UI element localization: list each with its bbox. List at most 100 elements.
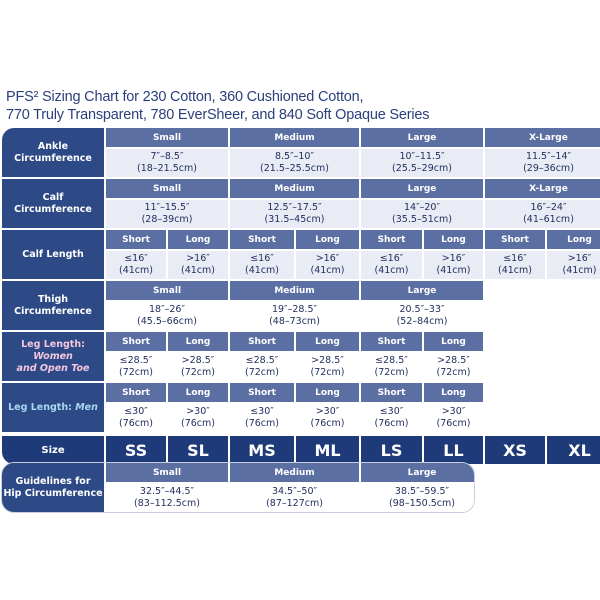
measurement-cell: 7″–8.5″ (18–21.5cm): [106, 149, 228, 177]
measurement-cell: ≤28.5″ (72cm): [230, 353, 294, 381]
measurement-line: (72cm): [119, 367, 153, 378]
size-header: Long: [547, 230, 600, 249]
measurement-line: (45.5–66cm): [137, 316, 197, 327]
measurement-cell: 8.5″–10″ (21.5–25.5cm): [230, 149, 359, 177]
size-header: Small: [106, 281, 228, 300]
size-header: Short: [106, 332, 166, 351]
label-line: Calf: [42, 191, 64, 203]
measurement-line: >16″: [186, 253, 210, 264]
measurement-cell: ≤28.5″ (72cm): [106, 353, 166, 381]
size-header: Large: [361, 128, 483, 147]
measurement-line: ≤16″: [250, 253, 274, 264]
size-code: LL: [424, 436, 483, 464]
measurement-line: (76cm): [310, 418, 345, 429]
measurement-line: (48–73cm): [269, 316, 320, 327]
measurement-line: >28.5″: [181, 355, 215, 366]
size-header: Large: [361, 179, 483, 198]
measurement-line: (72cm): [245, 367, 279, 378]
size-header: Long: [168, 332, 228, 351]
measurement-line: ≤16″: [503, 253, 527, 264]
measurement-cell: ≤16″ (41cm): [106, 251, 166, 279]
measurement-line: (18–21.5cm): [137, 163, 197, 174]
measurement-line: (87–127cm): [266, 498, 323, 509]
measurement-line: >30″: [186, 406, 210, 417]
measurement-cell: >16″ (41cm): [547, 251, 600, 279]
measurement-cell: >28.5″ (72cm): [296, 353, 359, 381]
measurement-line: 8.5″–10″: [274, 151, 315, 162]
measurement-line: (72cm): [181, 367, 215, 378]
measurement-cell: >30″ (76cm): [424, 404, 483, 432]
size-header: Long: [424, 383, 483, 402]
size-header: Long: [296, 230, 359, 249]
size-header: Long: [168, 230, 228, 249]
measurement-line: 16″–24″: [530, 202, 567, 213]
measurement-cell: >30″ (76cm): [168, 404, 228, 432]
measurement-line: (76cm): [374, 418, 409, 429]
measurement-line: (28–39cm): [141, 214, 193, 225]
measurement-line: (83–112.5cm): [134, 498, 200, 509]
measurement-line: (21.5–25.5cm): [260, 163, 329, 174]
size-header: Long: [424, 230, 483, 249]
measurement-cell: 12.5″–17.5″ (31.5–45cm): [230, 200, 359, 228]
size-header: Long: [296, 332, 359, 351]
size-header: Small: [106, 463, 228, 482]
label-line: Guidelines for: [15, 475, 91, 487]
measurement-cell: 11.5″–14″ (29–36cm): [485, 149, 600, 177]
measurement-cell: ≤30″ (76cm): [106, 404, 166, 432]
size-code: SL: [168, 436, 228, 464]
measurement-line: (31.5–45cm): [264, 214, 325, 225]
size-header: Large: [361, 281, 483, 300]
measurement-line: (76cm): [436, 418, 471, 429]
measurement-cell: ≤30″ (76cm): [230, 404, 294, 432]
measurement-line: >28.5″: [311, 355, 344, 366]
measurement-cell: ≤16″ (41cm): [230, 251, 294, 279]
label-line: Circumference: [14, 305, 92, 317]
row-label: Ankle Circumference: [2, 128, 104, 177]
title-line-1: PFS² Sizing Chart for 230 Cotton, 360 Cu…: [6, 89, 364, 105]
hip-guidelines-table: Guidelines for Hip Circumference Small Medi…: [2, 463, 474, 512]
measurement-line: >16″: [567, 253, 592, 264]
measurement-line: (29–36cm): [523, 163, 574, 174]
measurement-line: (41cm): [436, 265, 471, 276]
label-line: Hip Circumference: [3, 487, 103, 499]
size-code: SS: [106, 436, 166, 464]
measurement-line: ≤30″: [379, 406, 404, 417]
measurement-line: >30″: [441, 406, 466, 417]
measurement-line: (52–84cm): [396, 316, 448, 327]
chart-title: PFS² Sizing Chart for 230 Cotton, 360 Cu…: [6, 88, 429, 124]
size-header: Small: [106, 128, 228, 147]
row-label: Calf Circumference: [2, 179, 104, 228]
measurement-line: 20.5″–33″: [399, 304, 445, 315]
measurement-line: ≤16″: [379, 253, 404, 264]
size-code: LS: [361, 436, 422, 464]
measurement-cell: ≤16″ (41cm): [485, 251, 545, 279]
size-code: XS: [485, 436, 545, 464]
size-code: ML: [296, 436, 359, 464]
label-line: and Open Toe: [16, 362, 90, 374]
measurement-cell: 10″–11.5″ (25.5–29cm): [361, 149, 483, 177]
size-row-label: Size: [2, 436, 104, 464]
size-header: Long: [296, 383, 359, 402]
measurement-cell: 18″–26″ (45.5–66cm): [106, 302, 228, 330]
measurement-line: (41cm): [119, 265, 153, 276]
row-label: Guidelines for Hip Circumference: [2, 463, 104, 512]
size-header: X-Large: [485, 179, 600, 198]
measurement-cell: >16″ (41cm): [168, 251, 228, 279]
measurement-cell: 14″–20″ (35.5–51cm): [361, 200, 483, 228]
size-header: Short: [106, 230, 166, 249]
measurement-line: >16″: [441, 253, 466, 264]
measurement-line: (72cm): [310, 367, 345, 378]
size-header: Short: [230, 383, 294, 402]
measurement-line: (41cm): [562, 265, 597, 276]
measurement-line: (41cm): [498, 265, 532, 276]
row-label-text: Leg Length: Women and Open Toe: [2, 339, 104, 375]
size-header: Medium: [230, 128, 359, 147]
title-line-2: 770 Truly Transparent, 780 EverSheer, an…: [6, 107, 430, 123]
measurement-line: 18″–26″: [148, 304, 186, 315]
measurement-line: ≤30″: [250, 406, 274, 417]
measurement-cell: 38.5″–59.5″ (98–150.5cm): [361, 484, 474, 512]
measurement-line: (76cm): [119, 418, 153, 429]
measurement-line: (41cm): [310, 265, 345, 276]
measurement-cell: 16″–24″ (41–61cm): [485, 200, 600, 228]
label-line: Calf Length: [22, 248, 84, 260]
